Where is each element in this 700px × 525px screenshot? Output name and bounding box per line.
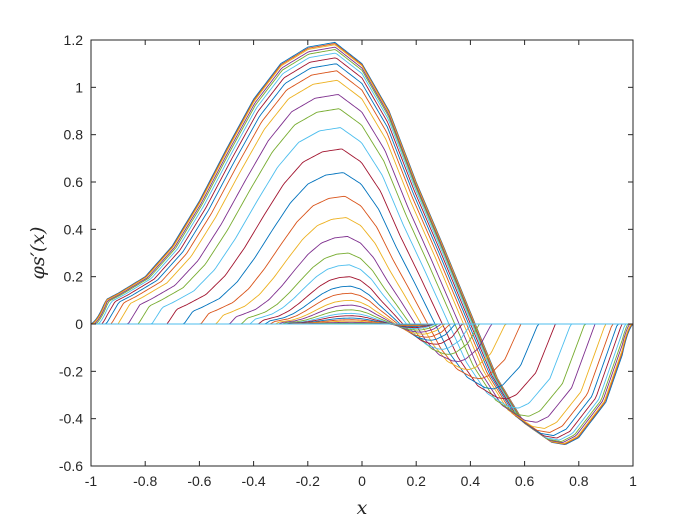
x-tick-label: -0.8 xyxy=(133,473,157,489)
y-tick-label: 0.6 xyxy=(64,174,84,190)
plot-area xyxy=(91,40,633,466)
series-line xyxy=(91,79,633,429)
y-tick-label: 1.2 xyxy=(64,32,84,48)
x-tick-label: -0.2 xyxy=(296,473,320,489)
y-tick-labels: -0.6 -0.4 -0.2 0 0.2 0.4 0.6 0.8 1 1.2 xyxy=(59,32,83,474)
series-lines xyxy=(91,41,633,445)
y-tick-label: 0 xyxy=(75,316,83,332)
x-tick-label: 0.6 xyxy=(515,473,535,489)
series-line xyxy=(91,70,633,433)
x-tick-label: 0 xyxy=(358,473,366,489)
series-line xyxy=(91,63,633,437)
series-line xyxy=(91,148,633,400)
series-line xyxy=(91,57,633,439)
x-tick-label: 0.8 xyxy=(569,473,589,489)
x-tick-label: 1 xyxy=(629,473,637,489)
series-line xyxy=(91,94,633,423)
y-tick-label: -0.6 xyxy=(59,458,83,474)
axis-ticks xyxy=(90,39,634,467)
x-tick-label: -0.4 xyxy=(242,473,266,489)
x-axis-label: x xyxy=(357,497,368,519)
x-tick-label: 0.4 xyxy=(461,473,481,489)
x-tick-label: -0.6 xyxy=(187,473,211,489)
y-tick-label: 1 xyxy=(75,79,83,95)
y-axis-label: φs′(x) xyxy=(27,227,49,280)
y-tick-label: 0.8 xyxy=(64,127,84,143)
y-tick-label: 0.4 xyxy=(64,221,84,237)
y-tick-label: -0.2 xyxy=(59,363,83,379)
series-line xyxy=(91,108,633,417)
series-line xyxy=(91,127,633,409)
y-tick-label: -0.4 xyxy=(59,411,83,427)
y-tick-label: 0.2 xyxy=(64,269,84,285)
x-tick-labels: -1 -0.8 -0.6 -0.4 -0.2 0 0.2 0.4 0.6 0.8 1 xyxy=(85,473,637,489)
x-tick-label: -1 xyxy=(85,473,98,489)
x-tick-label: 0.2 xyxy=(406,473,426,489)
